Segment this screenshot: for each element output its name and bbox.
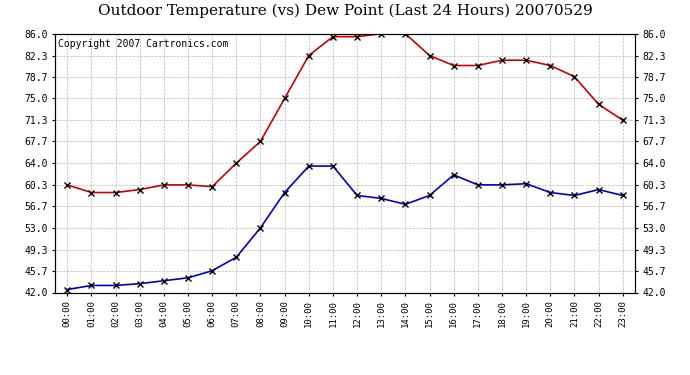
Text: Outdoor Temperature (vs) Dew Point (Last 24 Hours) 20070529: Outdoor Temperature (vs) Dew Point (Last… xyxy=(97,4,593,18)
Text: Copyright 2007 Cartronics.com: Copyright 2007 Cartronics.com xyxy=(58,39,228,49)
